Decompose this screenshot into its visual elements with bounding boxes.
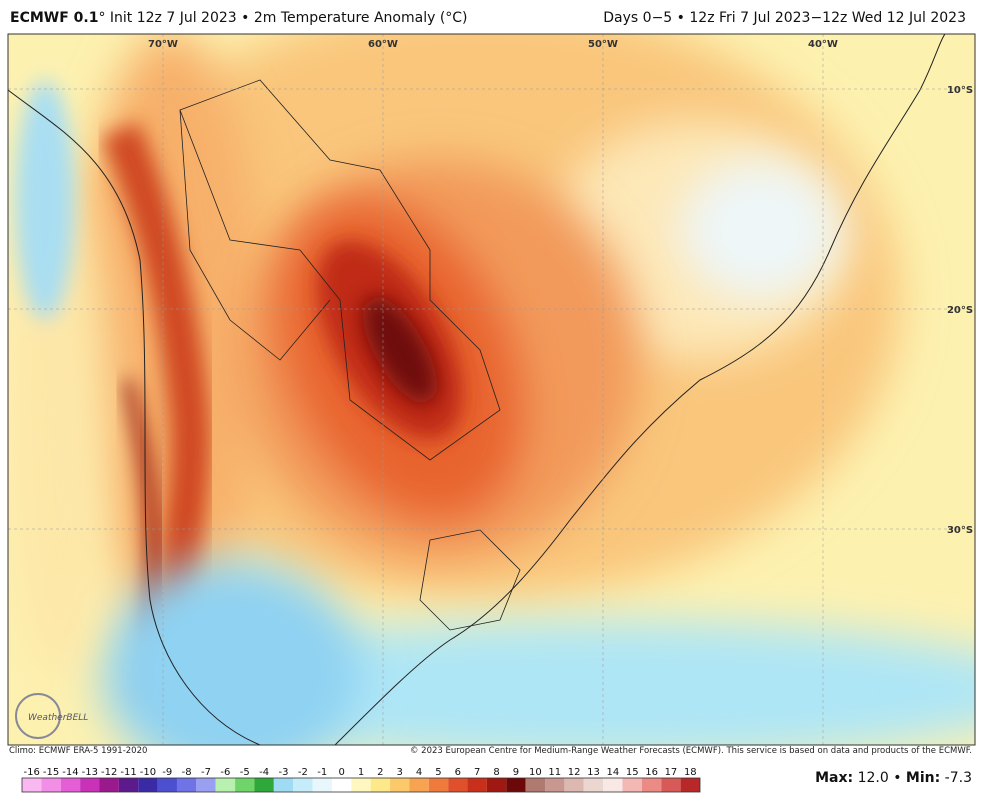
colorbar-label: 3 [397, 767, 403, 778]
colorbar-frame [21, 777, 701, 793]
colorbar-swatch [641, 778, 662, 792]
colorbar-label: 16 [645, 767, 658, 778]
colorbar-label: 1 [358, 767, 364, 778]
max-value: 12.0 [857, 770, 889, 786]
colorbar-swatch [273, 778, 294, 792]
colorbar-swatch [118, 778, 139, 792]
max-label: Max: [815, 770, 854, 786]
longitude-label: 70°W [148, 39, 178, 50]
colorbar-swatch [661, 778, 681, 792]
colorbar-label: 15 [626, 767, 639, 778]
valid-period: Days 0−5 • 12z Fri 7 Jul 2023−12z Wed 12… [603, 10, 966, 26]
colorbar-label: -3 [279, 767, 289, 778]
colorbar-swatch [428, 778, 449, 792]
colorbar-label: 9 [513, 767, 519, 778]
longitude-label: 50°W [588, 39, 618, 50]
colorbar-label: 8 [493, 767, 499, 778]
model-name: ECMWF 0.1 [10, 10, 99, 26]
colorbar-label: 14 [606, 767, 619, 778]
colorbar-swatch [22, 778, 42, 792]
logo: WeatherBELL [28, 713, 88, 723]
colorbar-label: -15 [43, 767, 59, 778]
colorbar-label: 11 [548, 767, 561, 778]
colorbar-swatch [235, 778, 255, 792]
colorbar-label: -13 [82, 767, 98, 778]
colorbar-swatch [176, 778, 197, 792]
colorbar-label: 13 [587, 767, 600, 778]
colorbar-label: 0 [338, 767, 344, 778]
colorbar-label: -10 [140, 767, 156, 778]
colorbar-swatch [545, 778, 565, 792]
colorbar-swatch [138, 778, 158, 792]
header-title: ECMWF 0.1° Init 12z 7 Jul 2023 • 2m Temp… [10, 10, 468, 26]
colorbar-label: -1 [317, 767, 327, 778]
climo-note: Climo: ECMWF ERA-5 1991-2020 [9, 746, 148, 756]
description: ° Init 12z 7 Jul 2023 • 2m Temperature A… [98, 10, 468, 26]
colorbar-label: -4 [259, 767, 269, 778]
colorbar-swatch [390, 778, 410, 792]
colorbar-swatch [293, 778, 313, 792]
colorbar-swatch [99, 778, 119, 792]
colorbar-label: -2 [298, 767, 308, 778]
colorbar-label: -7 [201, 767, 211, 778]
colorbar-swatch [41, 778, 61, 792]
colorbar-label: 7 [474, 767, 480, 778]
colorbar-swatch [60, 778, 81, 792]
colorbar-swatch [409, 778, 429, 792]
colorbar-label: -8 [182, 767, 192, 778]
colorbar-label: 10 [529, 767, 542, 778]
stats: Max: 12.0 • Min: -7.3 [815, 770, 972, 786]
colorbar-label: 18 [684, 767, 697, 778]
colorbar-label: 12 [568, 767, 581, 778]
colorbar-label: -5 [240, 767, 250, 778]
logo-mark [15, 693, 61, 739]
copyright: © 2023 European Centre for Medium-Range … [409, 746, 972, 756]
colorbar-swatch [564, 778, 584, 792]
longitude-label: 60°W [368, 39, 398, 50]
colorbar-swatch [331, 778, 352, 792]
map-field [8, 34, 975, 745]
colorbar-swatch [506, 778, 526, 792]
min-label: Min: [905, 770, 941, 786]
colorbar-swatch [80, 778, 100, 792]
separator: • [893, 770, 902, 786]
colorbar-swatch [583, 778, 604, 792]
colorbar-swatch [196, 778, 216, 792]
latitude-label: 30°S [947, 525, 973, 536]
colorbar-swatch [370, 778, 391, 792]
colorbar-label: 4 [416, 767, 422, 778]
colorbar-label: -9 [162, 767, 172, 778]
colorbar-swatch [157, 778, 177, 792]
colorbar-swatch [351, 778, 371, 792]
colorbar-label: 6 [455, 767, 461, 778]
colorbar-label: -6 [220, 767, 230, 778]
colorbar-label: 17 [665, 767, 678, 778]
latitude-label: 20°S [947, 305, 973, 316]
colorbar-swatch [312, 778, 332, 792]
longitude-label: 40°W [808, 39, 838, 50]
colorbar-swatch [254, 778, 274, 792]
colorbar-label: -12 [101, 767, 117, 778]
colorbar-swatch [622, 778, 642, 792]
colorbar-label: -14 [62, 767, 78, 778]
latitude-label: 10°S [947, 85, 973, 96]
colorbar-swatch [603, 778, 623, 792]
colorbar-swatch [215, 778, 236, 792]
colorbar-swatch [680, 778, 700, 792]
colorbar-swatch [448, 778, 468, 792]
colorbar: -16 -15 -14 -13 -12 -11 -10 -9 -8 -7 -6 -5 -4 -3 -2 -1 0… [21, 767, 701, 793]
colorbar-swatch [525, 778, 546, 792]
colorbar-label: 5 [435, 767, 441, 778]
colorbar-swatch [486, 778, 507, 792]
min-value: -7.3 [944, 770, 972, 786]
colorbar-swatch [467, 778, 487, 792]
colorbar-label: 2 [377, 767, 383, 778]
colorbar-label: -16 [24, 767, 40, 778]
colorbar-label: -11 [120, 767, 136, 778]
